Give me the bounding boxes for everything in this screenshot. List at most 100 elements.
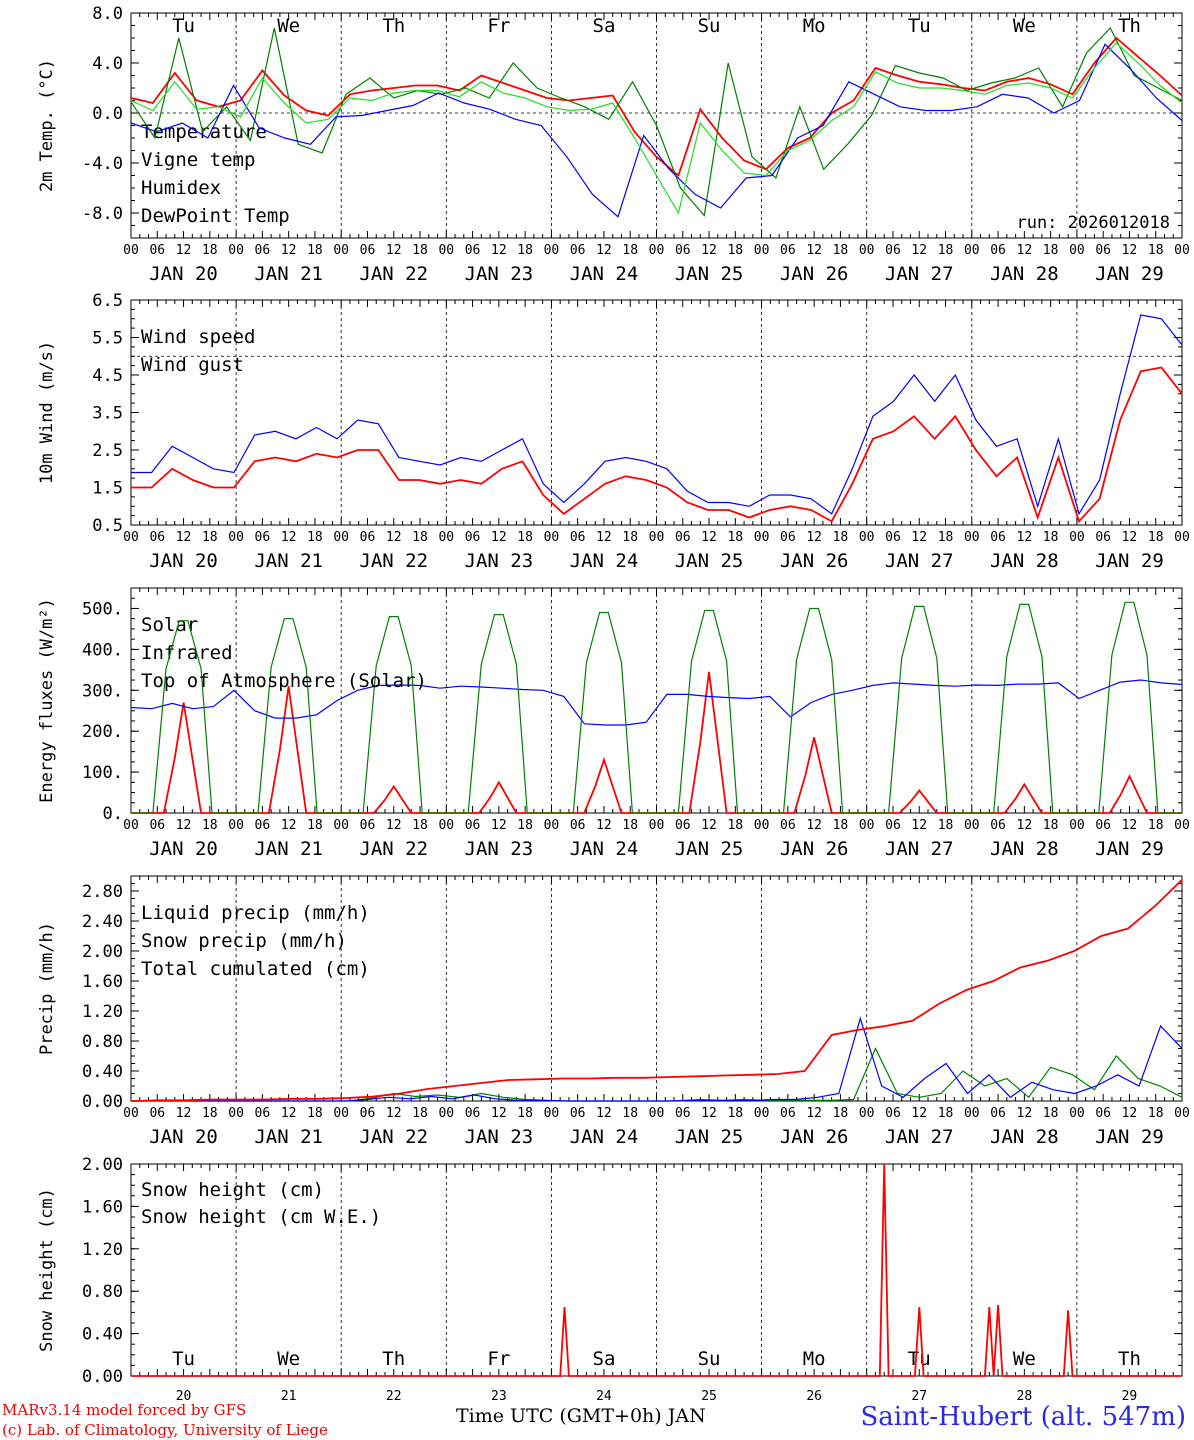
y-axis-label: Precip (mm/h): [37, 922, 57, 1055]
date-label: JAN 25: [675, 550, 744, 572]
y-tick-label: 500.: [82, 599, 123, 619]
hour-label: 18: [833, 243, 849, 258]
hour-label: 12: [281, 818, 297, 833]
hour-label: 12: [281, 243, 297, 258]
y-tick-label: 6.5: [92, 291, 123, 311]
day-name: Tu: [908, 15, 931, 37]
hour-label: 06: [360, 530, 376, 545]
hour-label: 18: [202, 530, 218, 545]
hour-label: 12: [911, 818, 927, 833]
y-tick-label: 1.5: [92, 479, 123, 499]
hour-label: 00: [754, 818, 770, 833]
panel-energy: 500. 400. 300. 200. 100. 0. Energy fluxes (W/m…: [37, 587, 1190, 860]
hour-label: 18: [1148, 818, 1164, 833]
hour-label: 06: [990, 530, 1006, 545]
hour-label: 18: [727, 818, 743, 833]
date-label: JAN 20: [149, 263, 218, 285]
hour-label: 06: [255, 243, 271, 258]
hour-label: 00: [544, 530, 560, 545]
hour-label: 06: [570, 1106, 586, 1121]
date-label: JAN 23: [465, 550, 534, 572]
y-axis-label: 10m Wind (m/s): [37, 341, 57, 484]
hour-label: 18: [412, 530, 428, 545]
y-tick-label: 2.00: [82, 942, 123, 962]
y-tick-label: 2.40: [82, 912, 123, 932]
hour-label: 06: [1095, 243, 1111, 258]
hour-label: 06: [570, 530, 586, 545]
hour-label: 06: [780, 530, 796, 545]
hour-label: 18: [622, 243, 638, 258]
legend-entry: Snow height (cm): [141, 1179, 324, 1201]
y-tick-label: 8.0: [92, 4, 123, 24]
hour-label: 18: [1148, 530, 1164, 545]
series-wind-gust: [131, 314, 1183, 516]
hour-label: 00: [438, 818, 454, 833]
hour-label: 18: [412, 1106, 428, 1121]
day-name: Su: [698, 1348, 721, 1370]
hour-label: 00: [544, 818, 560, 833]
hour-label: 12: [596, 243, 612, 258]
hour-label: 00: [649, 818, 665, 833]
hour-label: 18: [833, 1106, 849, 1121]
date-label: JAN 27: [885, 1126, 954, 1148]
hour-label: 18: [938, 243, 954, 258]
hour-label: 18: [622, 818, 638, 833]
panel-precip: 2.80 2.40 2.00 1.60 1.20 0.80 0.40 0.00 Precip (…: [37, 875, 1190, 1148]
hour-label: 00: [333, 1106, 349, 1121]
hour-label: 12: [491, 530, 507, 545]
y-tick-label: 0.40: [82, 1062, 123, 1082]
day-number: 20: [176, 1389, 192, 1404]
footer-credits: MARv3.14 model forced by GFS (c) Lab. of…: [2, 1400, 328, 1440]
y-tick-label: 0.0: [92, 104, 123, 124]
hour-label: 12: [911, 530, 927, 545]
day-number: 24: [596, 1389, 612, 1404]
hour-label: 18: [938, 1106, 954, 1121]
hour-label: 06: [255, 1106, 271, 1121]
date-label: JAN 28: [990, 1126, 1059, 1148]
hour-label: 06: [255, 530, 271, 545]
day-name: Tu: [908, 1348, 931, 1370]
hour-label: 18: [307, 530, 323, 545]
hour-label: 12: [806, 530, 822, 545]
y-axis-label: Snow height (cm): [37, 1188, 57, 1352]
date-label: JAN 20: [149, 550, 218, 572]
hour-label: 12: [911, 243, 927, 258]
hour-label: 00: [964, 243, 980, 258]
y-tick-label: 5.5: [92, 329, 123, 349]
hour-label: 18: [202, 243, 218, 258]
hour-label: 00: [1069, 243, 1085, 258]
date-label: JAN 27: [885, 550, 954, 572]
station-name: Saint-Hubert (alt. 547m): [860, 1402, 1186, 1432]
panel-snow: 2.00 1.60 1.20 0.80 0.40 0.00 Snow height (cm)…: [37, 1155, 1183, 1404]
day-name: Sa: [593, 1348, 616, 1370]
day-number: 22: [386, 1389, 402, 1404]
hour-label: 18: [1148, 1106, 1164, 1121]
hour-label: 06: [149, 530, 165, 545]
hour-label: 00: [228, 1106, 244, 1121]
day-name: We: [277, 1348, 300, 1370]
run-label: run: 2026012018: [1016, 213, 1170, 233]
hour-label: 00: [544, 1106, 560, 1121]
date-label: JAN 21: [254, 838, 323, 860]
hour-label: 12: [281, 530, 297, 545]
day-name: Tu: [172, 1348, 195, 1370]
legend-entry: Infrared: [141, 642, 233, 664]
date-label: JAN 26: [780, 838, 849, 860]
hour-label: 18: [307, 818, 323, 833]
day-number: 26: [806, 1389, 822, 1404]
hour-label: 06: [465, 818, 481, 833]
hour-label: 12: [281, 1106, 297, 1121]
day-name: Mo: [803, 1348, 826, 1370]
hour-label: 18: [727, 243, 743, 258]
hour-label: 18: [202, 1106, 218, 1121]
hour-label: 00: [754, 243, 770, 258]
y-tick-label: 300.: [82, 681, 123, 701]
date-label: JAN 22: [359, 1126, 428, 1148]
y-tick-label: 0.5: [92, 516, 123, 536]
hour-label: 00: [438, 530, 454, 545]
day-name: Th: [382, 15, 405, 37]
lab-line: (c) Lab. of Climatology, University of L…: [2, 1421, 328, 1439]
date-label: JAN 28: [990, 838, 1059, 860]
date-label: JAN 26: [780, 263, 849, 285]
